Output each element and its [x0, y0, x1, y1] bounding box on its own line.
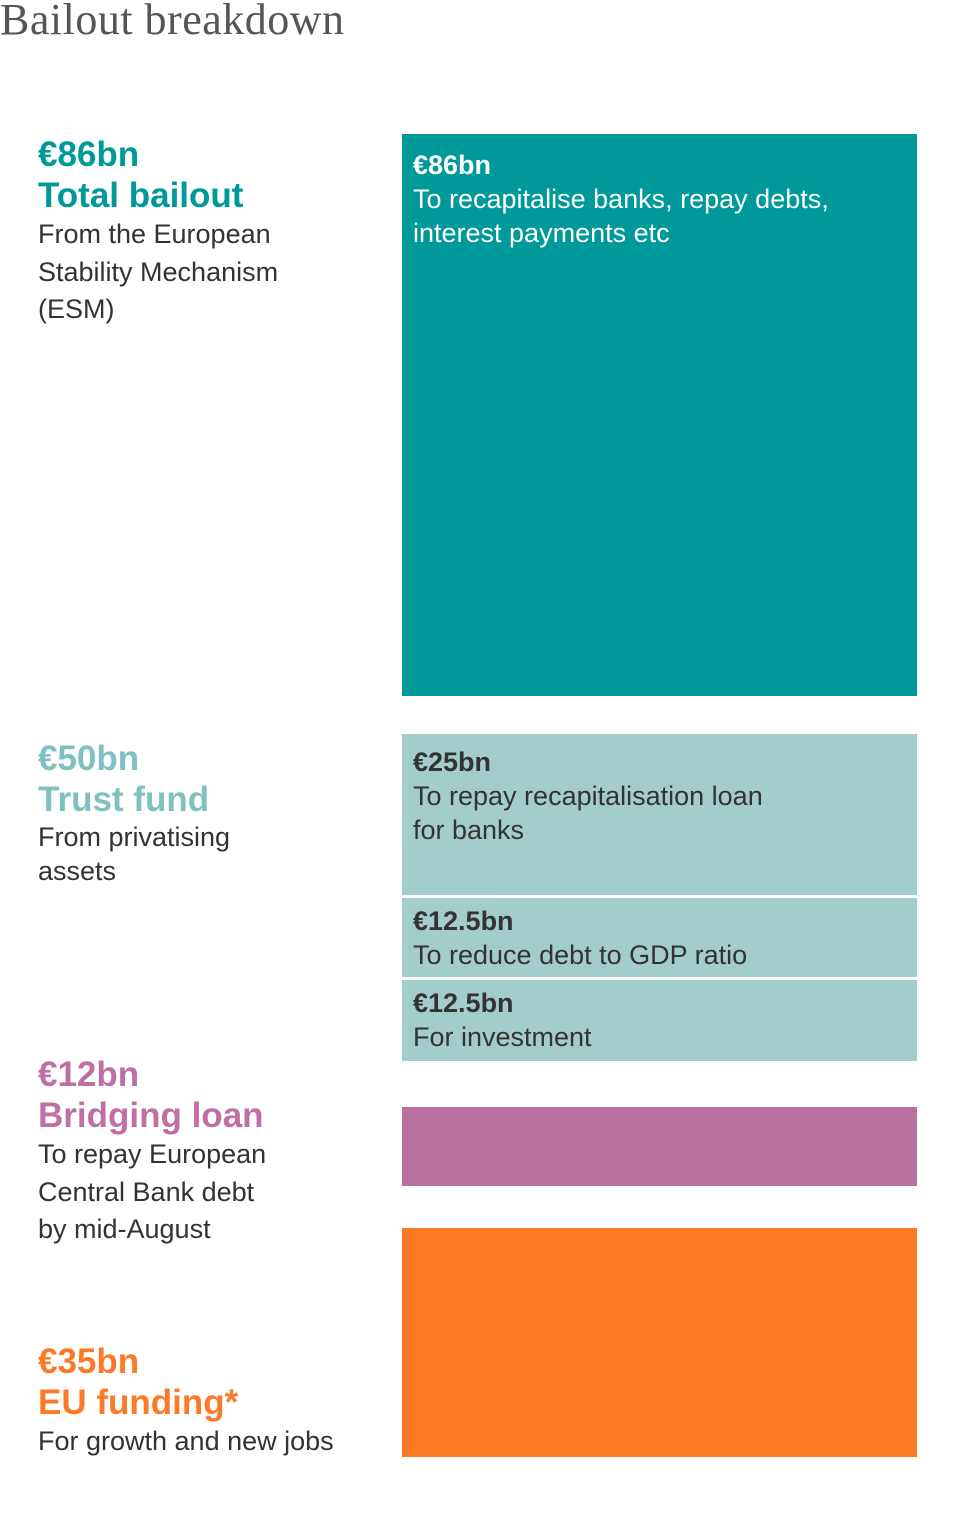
segment-amount: €86bn	[413, 150, 492, 180]
group-label-total-bailout: €86bn Total bailout From the European St…	[38, 134, 388, 329]
group-desc-line: by mid-August	[38, 1214, 211, 1244]
group-desc-line: From the European	[38, 219, 271, 249]
bar-segment-eu-funding	[402, 1228, 917, 1457]
group-name: Total bailout	[38, 176, 244, 215]
bar-segment-trust-recap-loan: €25bn To repay recapitalisation loan for…	[402, 734, 917, 895]
group-name: Trust fund	[38, 780, 210, 819]
segment-desc-line: To repay recapitalisation loan	[413, 781, 763, 811]
group-label-trust-fund: €50bn Trust fund From privatising assets	[38, 738, 388, 888]
group-desc-line: assets	[38, 856, 117, 886]
segment-desc-line: To recapitalise banks, repay debts,	[413, 184, 829, 214]
bar-segment-esm: €86bn To recapitalise banks, repay debts…	[402, 134, 917, 696]
group-desc-line: For growth and new jobs	[38, 1426, 334, 1456]
group-name: Bridging loan	[38, 1096, 264, 1135]
group-desc-line: Stability Mechanism	[38, 256, 279, 287]
group-desc-line: (ESM)	[38, 294, 115, 324]
segment-desc-line: interest payments etc	[413, 218, 670, 248]
group-desc-line: Central Bank debt	[38, 1176, 255, 1207]
group-name: EU funding*	[38, 1383, 239, 1422]
bar-segment-bridging-loan	[402, 1107, 917, 1186]
segment-amount: €12.5bn	[413, 906, 514, 936]
group-amount: €50bn	[38, 739, 140, 778]
segment-amount: €12.5bn	[413, 988, 514, 1018]
segment-desc-line: for banks	[413, 815, 525, 845]
group-label-bridging-loan: €12bn Bridging loan To repay European Ce…	[38, 1054, 388, 1249]
segment-amount: €25bn	[413, 747, 492, 777]
group-desc-line: From privatising	[38, 822, 231, 852]
bar-segment-trust-debt-gdp: €12.5bn To reduce debt to GDP ratio	[402, 898, 917, 977]
segment-desc-line: To reduce debt to GDP ratio	[413, 940, 748, 970]
group-amount: €12bn	[38, 1055, 140, 1094]
group-label-eu-funding: €35bn EU funding* For growth and new job…	[38, 1341, 388, 1461]
group-amount: €35bn	[38, 1342, 140, 1381]
chart-title: Bailout breakdown	[0, 0, 345, 44]
bar-segment-trust-investment: €12.5bn For investment	[402, 980, 917, 1061]
segment-desc-line: For investment	[413, 1022, 592, 1052]
group-desc-line: To repay European	[38, 1139, 267, 1169]
group-amount: €86bn	[38, 135, 140, 174]
